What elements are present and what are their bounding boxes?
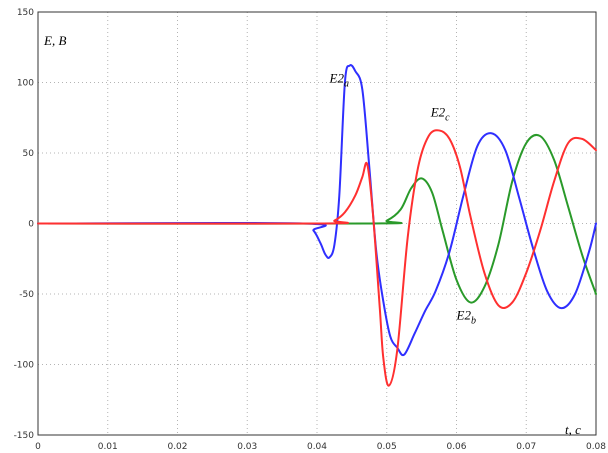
annotation-e2c: E2c <box>430 104 450 123</box>
x-tick-label: 0.07 <box>516 442 536 452</box>
y-tick-labels: 150 100 50 0 -50 -100 -150 <box>14 8 35 441</box>
x-tick-label: 0.06 <box>446 442 466 452</box>
x-tick-label: 0.05 <box>377 442 397 452</box>
y-axis-label: E, B <box>43 33 66 48</box>
series-lines <box>37 64 597 387</box>
x-tick-label: 0 <box>35 442 41 452</box>
y-tick-label: -150 <box>14 431 35 441</box>
y-tick-label: -100 <box>14 361 35 371</box>
annotation-e2b: E2b <box>456 307 476 326</box>
y-tick-label: 50 <box>23 149 35 159</box>
series-line-e2b <box>37 133 597 304</box>
y-tick-label: 100 <box>17 79 34 89</box>
x-tick-label: 0.04 <box>307 442 327 452</box>
x-tick-label: 0.01 <box>98 442 118 452</box>
y-tick-label: -50 <box>19 290 34 300</box>
y-tick-label: 0 <box>28 220 34 230</box>
series-line-e2a <box>37 64 597 357</box>
x-tick-label: 0.02 <box>167 442 187 452</box>
annotation-e2a: E2a <box>329 71 349 90</box>
y-tick-label: 150 <box>17 8 34 18</box>
x-tick-label: 0.03 <box>237 442 257 452</box>
series-annotations: E2a E2c E2b <box>329 71 476 327</box>
x-tick-label: 0.08 <box>586 442 606 452</box>
series-line-e2c <box>37 129 597 387</box>
x-axis-label: t, c <box>565 422 581 437</box>
x-tick-labels: 0 0.01 0.02 0.03 0.04 0.05 0.06 0.07 0.08 <box>35 442 606 452</box>
